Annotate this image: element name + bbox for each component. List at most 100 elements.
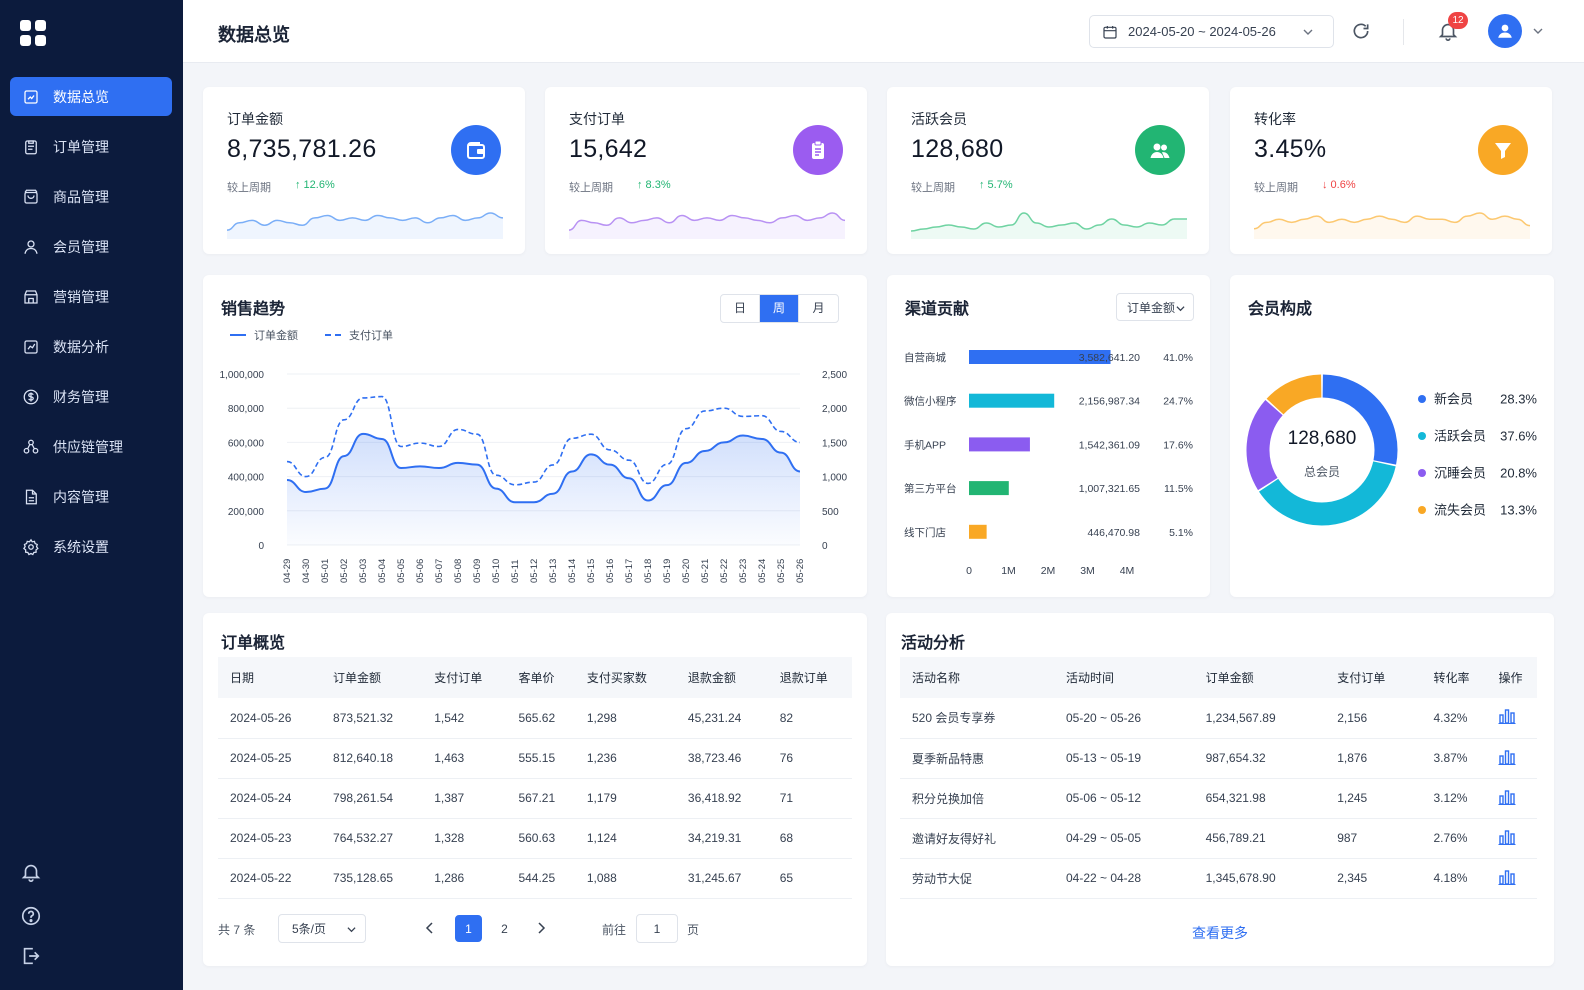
bar-category-label: 线下门店 bbox=[904, 526, 946, 539]
table-cell: 05-13 ~ 05-19 bbox=[1053, 738, 1194, 779]
user-avatar[interactable] bbox=[1488, 14, 1522, 48]
sidebar-item-2[interactable]: 商品管理 bbox=[10, 177, 172, 216]
x-tick: 05-10 bbox=[491, 559, 502, 583]
donut-slice-0 bbox=[1322, 374, 1398, 465]
table-cell: 654,321.98 bbox=[1193, 778, 1326, 819]
bar-value-label: 3,582,641.20 bbox=[1079, 352, 1140, 364]
logout-icon[interactable] bbox=[20, 945, 42, 967]
sidebar-item-9[interactable]: 系统设置 bbox=[10, 527, 172, 566]
bell-icon[interactable] bbox=[20, 861, 42, 883]
x-tick: 05-19 bbox=[662, 559, 673, 583]
table-cell: 4.18% bbox=[1421, 858, 1499, 899]
bar-chart-icon[interactable] bbox=[1498, 749, 1516, 765]
page-button-2[interactable]: 2 bbox=[501, 921, 508, 936]
table-cell: 65 bbox=[767, 858, 852, 899]
sidebar-item-1[interactable]: 订单管理 bbox=[10, 127, 172, 166]
dollar-icon bbox=[23, 389, 39, 404]
bar-chart-icon[interactable] bbox=[1498, 829, 1516, 845]
x-tick: 05-07 bbox=[434, 559, 445, 583]
x-tick: 0 bbox=[966, 565, 972, 577]
goto-page-input[interactable]: 1 bbox=[636, 914, 678, 943]
page-size-select[interactable]: 5条/页 bbox=[278, 914, 366, 943]
x-tick: 05-26 bbox=[795, 559, 806, 583]
period-tab-1[interactable]: 周 bbox=[760, 295, 799, 322]
sidebar-item-4[interactable]: 营销管理 bbox=[10, 277, 172, 316]
legend-label: 流失会员 bbox=[1434, 503, 1486, 518]
table-cell: 1,234,567.89 bbox=[1193, 698, 1326, 739]
prev-page-icon[interactable] bbox=[425, 922, 435, 934]
bar-1 bbox=[969, 393, 1055, 408]
legend-order-amount: 订单金额 bbox=[230, 327, 298, 343]
stat-delta: ↓ 0.6% bbox=[1322, 179, 1356, 191]
table-cell: 1,542 bbox=[422, 698, 507, 739]
stat-value: 128,680 bbox=[911, 135, 1004, 163]
stat-value: 3.45% bbox=[1254, 135, 1327, 163]
order-overview-card: 订单概览 日期 订单金额 支付订单 客单价 支付买家数 退款金额 退款订单 2024-05-… bbox=[203, 613, 867, 966]
sidebar-item-6[interactable]: 财务管理 bbox=[10, 377, 172, 416]
sidebar-item-8[interactable]: 内容管理 bbox=[10, 477, 172, 516]
x-tick: 04-29 bbox=[282, 559, 293, 583]
member-composition-card: 会员构成 新会员 28.3% 活跃会员 37.6% 沉睡会员 20.8% 流失会员 13.3%… bbox=[1230, 275, 1554, 597]
help-icon[interactable] bbox=[20, 905, 42, 927]
refresh-icon[interactable] bbox=[1351, 21, 1371, 41]
bar-category-label: 手机APP bbox=[904, 438, 946, 451]
x-tick: 05-22 bbox=[719, 559, 730, 583]
legend-value: 37.6% bbox=[1500, 429, 1537, 444]
table-cell: 544.25 bbox=[506, 858, 575, 899]
table-cell: 2024-05-25 bbox=[218, 738, 322, 779]
table-cell: 05-06 ~ 05-12 bbox=[1053, 778, 1194, 819]
metric-dropdown-value: 订单金额 bbox=[1127, 300, 1176, 315]
x-tick: 4M bbox=[1120, 565, 1135, 577]
sparkline-line bbox=[569, 212, 845, 231]
table-cell: 2024-05-26 bbox=[218, 698, 322, 739]
action-cell bbox=[1498, 778, 1537, 819]
sparkline-area bbox=[1254, 213, 1530, 239]
channel-bar-chart: 自营商城 3,582,641.20 41.0% 微信小程序 2,156,987.34 24… bbox=[904, 350, 1193, 577]
top-header: 数据总览 2024-05-20 ~ 2024-05-26 12 bbox=[183, 0, 1584, 63]
date-range-picker[interactable]: 2024-05-20 ~ 2024-05-26 bbox=[1089, 15, 1334, 48]
pagination-total: 共 7 条 bbox=[218, 923, 256, 937]
period-tab-2[interactable]: 月 bbox=[812, 301, 825, 315]
avatar-chevron-down-icon[interactable] bbox=[1533, 26, 1543, 36]
stat-card-3: 转化率 3.45% 较上周期 ↓ 0.6% bbox=[1230, 87, 1552, 254]
column-header: 订单金额 bbox=[321, 657, 423, 698]
series-line-order-amount bbox=[286, 432, 801, 504]
table-row: 夏季新品特惠 05-13 ~ 05-19 987,654.32 1,876 3.87% bbox=[900, 738, 1537, 779]
table-cell: 987 bbox=[1325, 818, 1422, 859]
next-page-icon[interactable] bbox=[536, 922, 546, 934]
table-cell: 555.15 bbox=[506, 738, 575, 779]
sidebar-item-3[interactable]: 会员管理 bbox=[10, 227, 172, 266]
channel-card: 渠道贡献 订单金额 自营商城 3,582,641.20 41.0% 微信小程序 2,15… bbox=[887, 275, 1210, 597]
sidebar-item-0[interactable]: 数据总览 bbox=[10, 77, 172, 116]
metric-dropdown[interactable]: 订单金额 bbox=[1116, 293, 1194, 321]
x-tick: 05-01 bbox=[320, 559, 331, 583]
bar-chart-icon[interactable] bbox=[1498, 789, 1516, 805]
sparkline-area bbox=[227, 213, 503, 239]
legend-label: 活跃会员 bbox=[1434, 429, 1486, 444]
x-tick: 04-30 bbox=[301, 559, 312, 583]
table-cell: 1,876 bbox=[1325, 738, 1422, 779]
app-logo-icon[interactable] bbox=[20, 20, 46, 46]
sidebar-item-5[interactable]: 数据分析 bbox=[10, 327, 172, 366]
page-button-1[interactable]: 1 bbox=[455, 915, 482, 942]
table-cell: 812,640.18 bbox=[321, 738, 423, 779]
bar-chart-icon[interactable] bbox=[1498, 869, 1516, 885]
table-cell: 987,654.32 bbox=[1193, 738, 1326, 779]
table-cell: 560.63 bbox=[506, 818, 575, 859]
period-tab-0[interactable]: 日 bbox=[721, 295, 760, 322]
sidebar-item-label: 会员管理 bbox=[53, 238, 109, 255]
page-title: 数据总览 bbox=[218, 25, 290, 45]
table-cell: 夏季新品特惠 bbox=[900, 738, 1054, 779]
bar-0 bbox=[969, 350, 1111, 364]
view-more-link[interactable]: 查看更多 bbox=[1192, 925, 1248, 941]
bar-chart-icon[interactable] bbox=[1498, 708, 1516, 725]
table-row: 2024-05-24 798,261.54 1,387 567.21 1,179 36,4… bbox=[218, 778, 852, 819]
sidebar-item-label: 营销管理 bbox=[53, 288, 109, 305]
sidebar-nav: 数据总览订单管理商品管理会员管理营销管理数据分析财务管理供应链管理内容管理系统设… bbox=[10, 77, 172, 577]
table-cell: 735,128.65 bbox=[321, 858, 423, 899]
x-tick: 05-02 bbox=[339, 559, 350, 583]
sidebar-item-7[interactable]: 供应链管理 bbox=[10, 427, 172, 466]
y-right-tick: 1,500 bbox=[822, 438, 847, 449]
page-unit-label: 页 bbox=[687, 923, 700, 937]
sidebar-item-label: 数据分析 bbox=[53, 338, 109, 355]
